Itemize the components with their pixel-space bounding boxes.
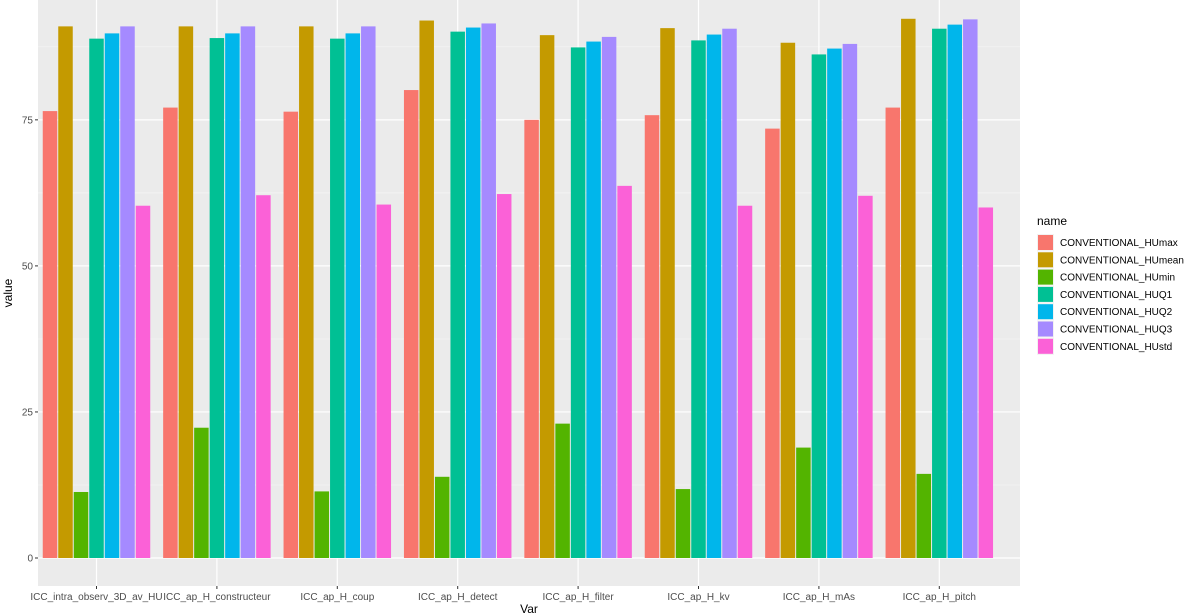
bar-conventional-humean-7 (780, 42, 796, 559)
legend-swatch (1038, 304, 1053, 320)
bar-conventional-hustd-5 (617, 185, 632, 558)
bar-conventional-humin-6 (675, 489, 691, 558)
bar-conventional-humean-5 (539, 35, 555, 559)
bar-conventional-humin-3 (314, 491, 330, 558)
bar-conventional-huq2-5 (586, 41, 601, 558)
bar-conventional-hustd-4 (496, 194, 512, 558)
legend-label: CONVENTIONAL_HUQ3 (1060, 325, 1173, 336)
legend-swatch (1038, 321, 1053, 337)
bar-conventional-huq1-1 (89, 38, 104, 559)
bar-conventional-huq2-7 (827, 48, 842, 558)
y-tick-label: 25 (22, 407, 34, 418)
legend-label: CONVENTIONAL_HUmax (1060, 238, 1178, 249)
bar-conventional-huq2-8 (947, 24, 963, 558)
bar-conventional-huq3-2 (240, 26, 256, 559)
legend-label: CONVENTIONAL_HUQ1 (1060, 290, 1173, 301)
bar-conventional-hustd-8 (978, 207, 994, 559)
bar-conventional-humean-1 (58, 26, 73, 559)
bar-conventional-huq1-8 (932, 28, 947, 559)
bar-conventional-humax-5 (524, 119, 539, 558)
x-tick-label: ICC_ap_H_filter (543, 592, 615, 603)
bar-conventional-humean-6 (660, 28, 675, 558)
x-axis: ICC_intra_observ_3D_av_HU ICC_ap_H_constr… (30, 586, 976, 603)
legend-swatch (1038, 252, 1053, 268)
bar-conventional-humean-4 (419, 20, 434, 558)
bar-conventional-huq2-4 (465, 27, 481, 559)
x-tick-label: ICC_ap_H_mAs (783, 592, 855, 603)
bar-conventional-hustd-7 (858, 195, 873, 558)
bar-conventional-huq3-5 (601, 36, 617, 558)
y-tick-label: 75 (22, 115, 34, 126)
bar-conventional-huq2-2 (225, 33, 240, 558)
bar-conventional-hustd-3 (376, 204, 392, 558)
bar-conventional-humax-6 (644, 115, 660, 559)
bar-conventional-huq2-1 (104, 33, 120, 558)
bar-conventional-huq3-6 (722, 28, 737, 559)
bar-conventional-huq2-3 (345, 33, 361, 558)
bar-conventional-huq1-4 (450, 31, 465, 558)
legend-swatch (1038, 269, 1053, 285)
x-axis-title: Var (520, 602, 538, 616)
bar-conventional-huq3-4 (481, 23, 496, 558)
bar-conventional-huq2-6 (706, 34, 722, 558)
bar-conventional-huq1-6 (691, 40, 706, 558)
x-tick-label: ICC_ap_H_pitch (903, 592, 976, 603)
x-tick-label: ICC_ap_H_constructeur (163, 592, 271, 603)
bar-conventional-humax-2 (163, 107, 178, 559)
x-tick-label: ICC_ap_H_detect (418, 592, 498, 603)
bar-conventional-hustd-6 (737, 205, 753, 558)
bar-conventional-huq1-3 (330, 38, 345, 559)
bar-conventional-humean-2 (178, 26, 194, 559)
bar-conventional-humean-3 (299, 26, 314, 559)
legend: name CONVENTIONAL_HUmax CONVENTIONAL_HUme… (1037, 214, 1184, 355)
bar-conventional-humin-1 (73, 491, 89, 558)
bar-conventional-huq3-1 (120, 26, 135, 559)
bar-conventional-humax-3 (283, 111, 299, 558)
bar-conventional-huq1-2 (209, 38, 225, 558)
y-axis: 0 25 50 75 (22, 115, 38, 565)
bar-conventional-huq3-7 (842, 43, 858, 559)
legend-swatch (1038, 338, 1053, 354)
bar-conventional-huq1-5 (570, 47, 586, 558)
legend-swatch (1038, 235, 1053, 250)
legend-label: CONVENTIONAL_HUQ2 (1060, 307, 1173, 318)
legend-label: CONVENTIONAL_HUmin (1060, 273, 1175, 284)
bar-conventional-hustd-2 (256, 195, 271, 559)
bar-conventional-humax-1 (42, 111, 58, 558)
y-tick-label: 0 (27, 554, 33, 565)
legend-label: CONVENTIONAL_HUmean (1060, 255, 1184, 266)
x-tick-label: ICC_intra_observ_3D_av_HU (30, 592, 162, 603)
legend-swatch (1038, 286, 1053, 302)
x-tick-label: ICC_ap_H_kv (667, 592, 729, 603)
bar-conventional-humin-8 (916, 473, 932, 558)
legend-label: CONVENTIONAL_HUstd (1060, 342, 1172, 353)
bar-conventional-humax-4 (403, 90, 419, 559)
bar-conventional-humin-2 (194, 427, 209, 558)
bar-conventional-humin-4 (434, 476, 450, 558)
y-axis-title: value (1, 278, 15, 307)
bar-conventional-humin-7 (796, 447, 811, 558)
bar-conventional-huq3-8 (963, 19, 978, 558)
bar-conventional-huq3-3 (361, 26, 376, 559)
bar-conventional-hustd-1 (135, 205, 151, 558)
bar-conventional-humin-5 (555, 423, 570, 558)
bars (42, 18, 994, 559)
y-tick-label: 50 (22, 261, 34, 272)
bar-conventional-humax-8 (885, 107, 901, 559)
bar-conventional-humax-7 (765, 128, 780, 558)
x-tick-label: ICC_ap_H_coup (300, 592, 374, 603)
legend-title: name (1037, 214, 1067, 228)
bar-conventional-huq1-7 (811, 54, 827, 558)
bar-conventional-humean-8 (901, 18, 916, 559)
